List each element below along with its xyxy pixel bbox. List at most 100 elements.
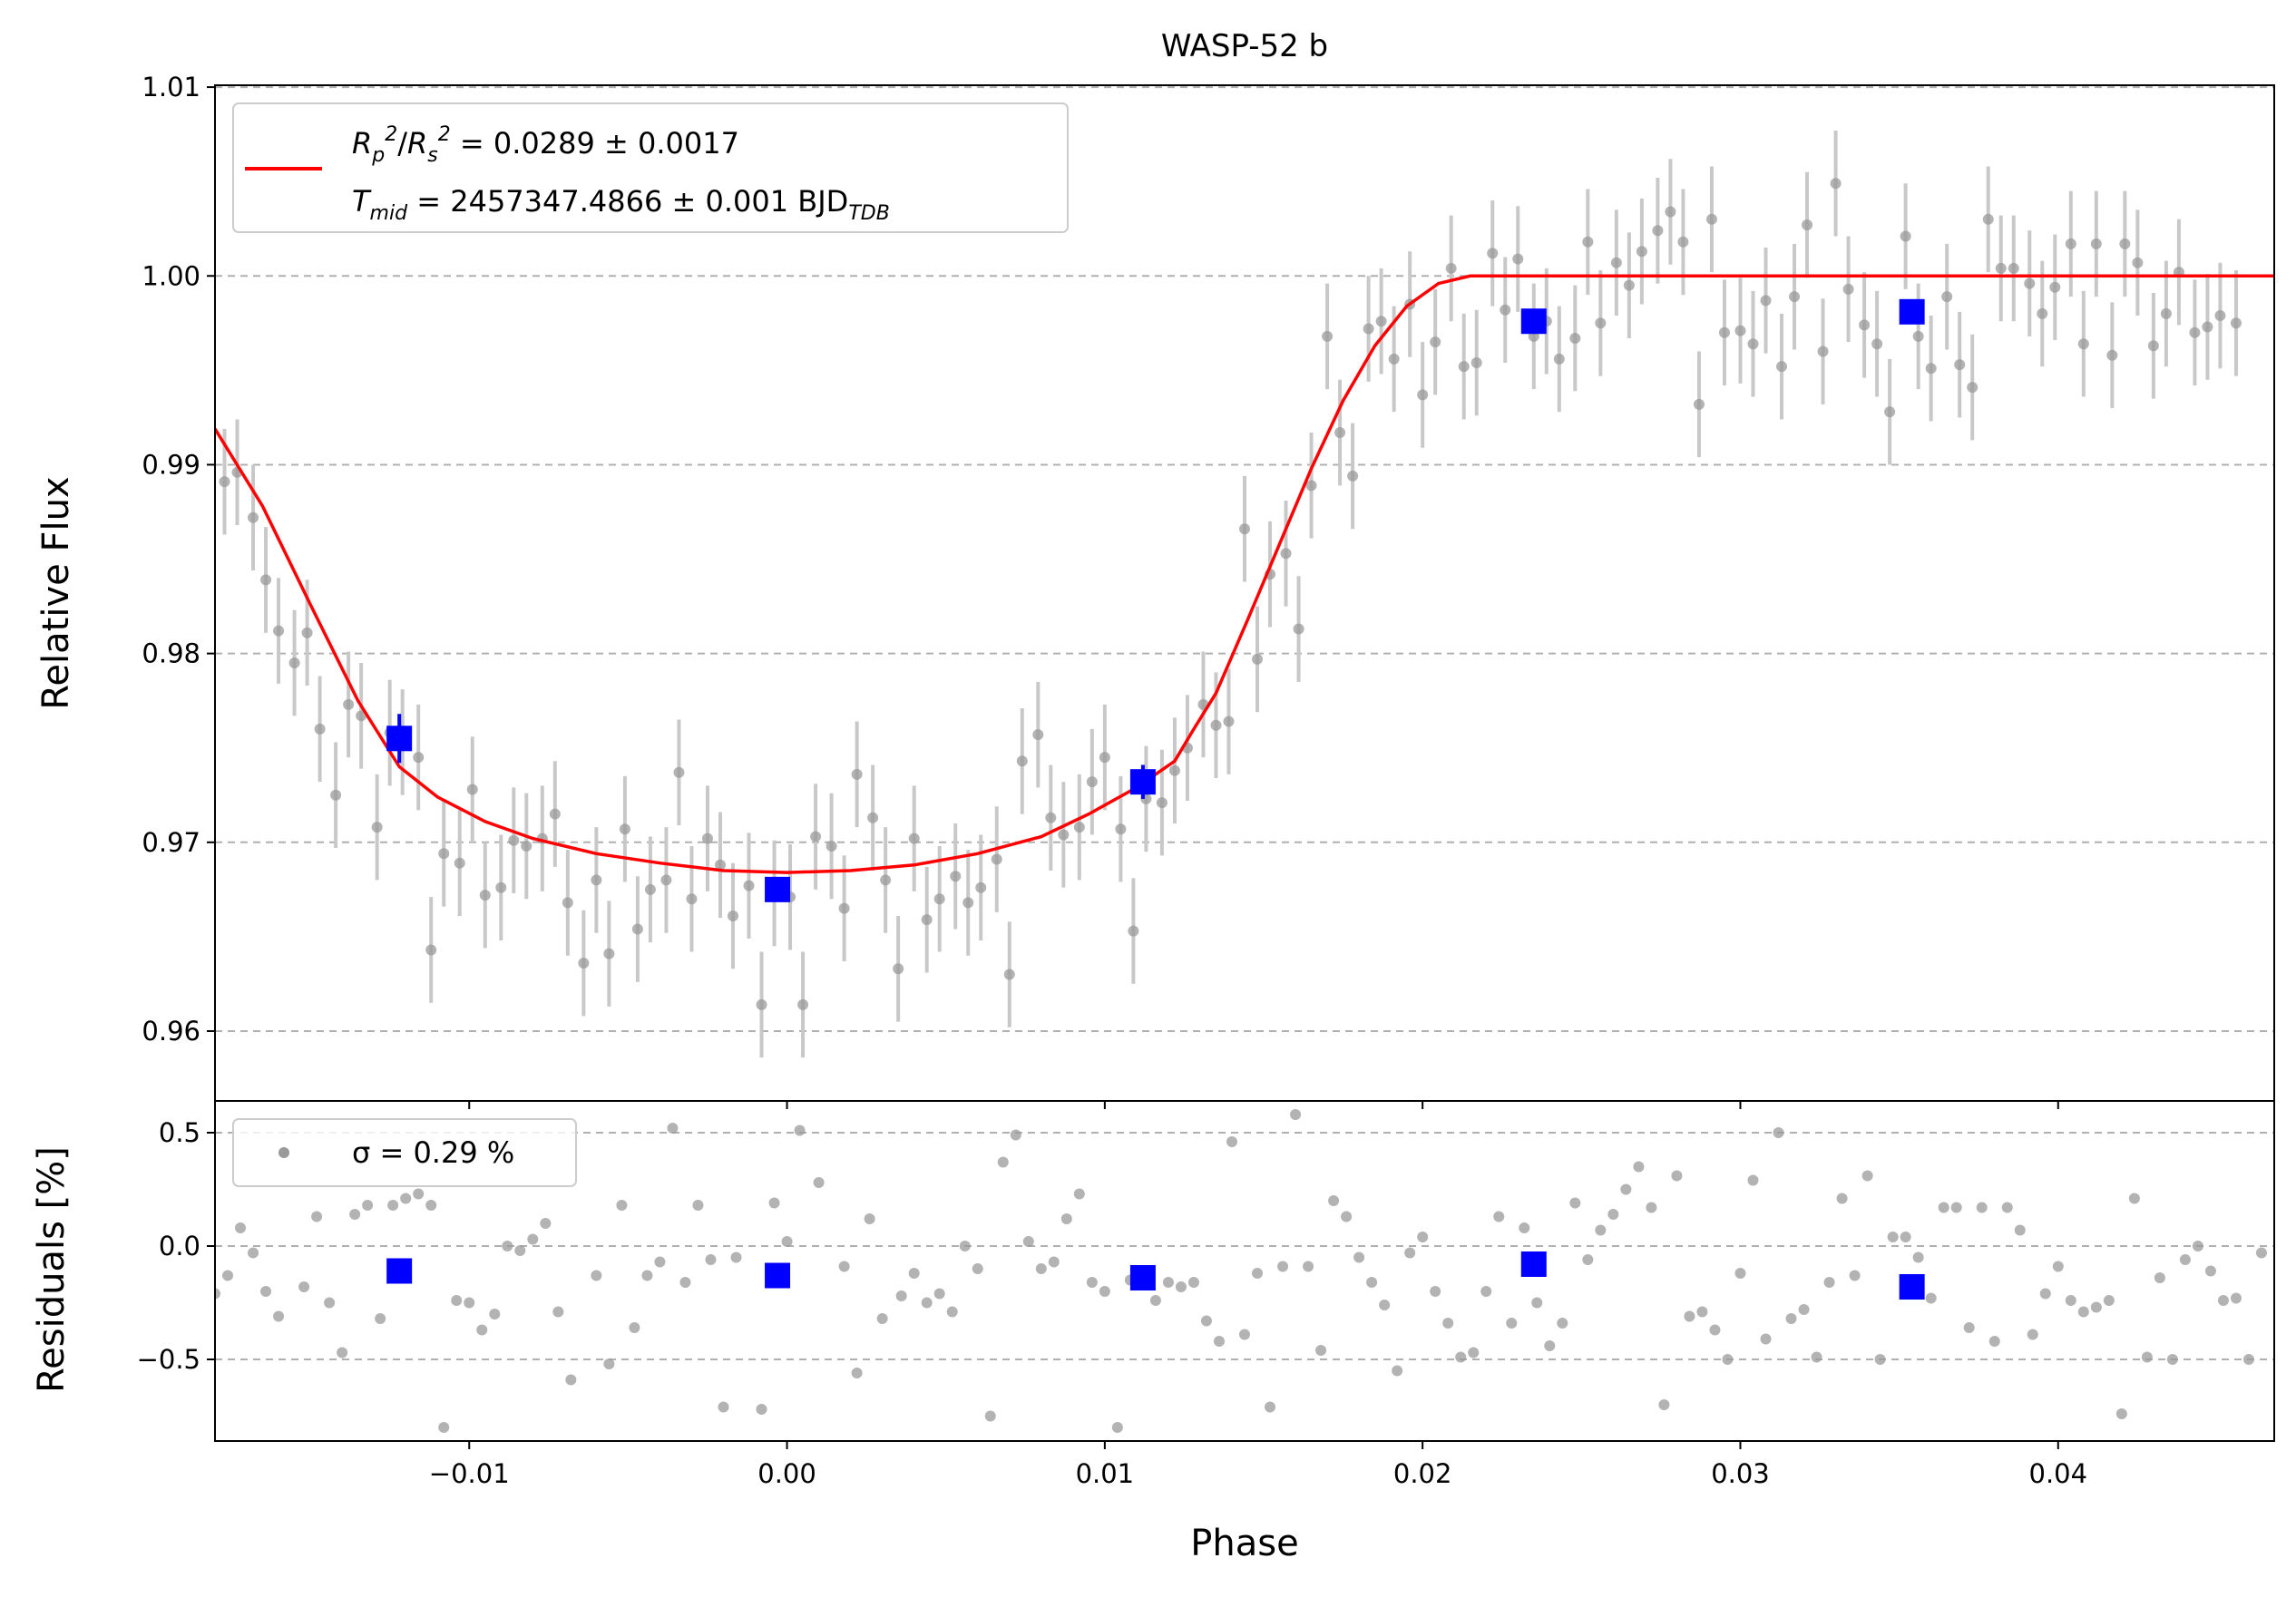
residual-data-point <box>629 1322 640 1333</box>
flux-data-point <box>260 574 272 586</box>
flux-data-point <box>660 874 672 886</box>
residual-data-point <box>1035 1263 1047 1274</box>
transit-model-line <box>215 274 2274 874</box>
residual-data-point <box>2179 1254 2191 1265</box>
residual-data-point <box>527 1233 539 1245</box>
flux-legend: Rp2​/Rs2​ = 0.0289 ± 0.0017 Tmid​ = 2457… <box>232 102 1069 233</box>
residual-data-point <box>1086 1277 1098 1288</box>
residual-data-point <box>984 1410 996 1422</box>
flux-data-point <box>1747 338 1759 350</box>
residual-data-point <box>215 1288 220 1300</box>
flux-data-point <box>562 897 573 909</box>
residual-data-point <box>2217 1295 2229 1306</box>
flux-data-point <box>1458 361 1470 373</box>
flux-data-point <box>479 890 491 901</box>
residual-data-point <box>1633 1161 1645 1173</box>
phase-x-tick-label: 0.00 <box>757 1458 816 1489</box>
flux-data-point <box>603 948 615 959</box>
flux-data-point <box>908 833 920 844</box>
residual-data-point <box>1099 1286 1110 1297</box>
flux-data-point <box>1817 346 1829 357</box>
residual-data-point <box>1200 1315 1212 1327</box>
flux-data-point <box>880 874 892 886</box>
residuals-y-axis-title: Residuals [%] <box>31 1146 73 1393</box>
residual-data-point <box>1823 1277 1835 1288</box>
flux-data-point <box>248 511 259 523</box>
flux-data-point <box>2049 281 2061 293</box>
flux-data-point <box>1016 755 1028 767</box>
flux-data-point <box>991 853 1002 865</box>
residual-data-point <box>1417 1232 1429 1242</box>
residual-data-point <box>1060 1213 1072 1224</box>
flux-data-point <box>1500 304 1511 316</box>
residual-data-point <box>959 1241 971 1251</box>
flux-data-point <box>1045 812 1057 823</box>
residual-data-point <box>1149 1295 1161 1306</box>
flux-data-point <box>466 784 478 795</box>
flux-data-point <box>1776 361 1788 373</box>
residual-data-point <box>1950 1202 1962 1213</box>
flux-grid <box>215 86 2274 1032</box>
residual-data-point <box>1912 1251 1924 1263</box>
flux-data-point <box>1512 253 1524 265</box>
flux-data-point <box>1363 323 1374 335</box>
flux-data-point <box>1995 262 2007 274</box>
residual-data-point <box>413 1188 425 1200</box>
flux-data-point <box>2160 307 2172 319</box>
residual-data-point <box>997 1156 1009 1168</box>
flux-data-point <box>851 768 863 780</box>
flux-data-point <box>1210 719 1222 731</box>
flux-data-point <box>1734 325 1746 336</box>
residual-data-point <box>616 1200 628 1211</box>
flux-y-ticks: 0.96 0.97 0.98 0.99 1.00 1.01 <box>142 72 2059 1109</box>
residual-data-point <box>2230 1292 2242 1304</box>
residual-data-point <box>1493 1211 1505 1222</box>
flux-data-point <box>1693 398 1705 410</box>
phase-x-tick-label: 0.02 <box>1393 1458 1452 1489</box>
residual-data-point <box>908 1268 920 1279</box>
flux-data-point <box>1705 213 1717 225</box>
flux-data-point <box>288 657 300 669</box>
flux-data-point <box>1802 219 1813 231</box>
flux-data-point <box>950 871 962 882</box>
flux-data-point <box>1760 295 1772 307</box>
flux-data-point <box>1239 523 1250 535</box>
residual-data-point <box>400 1193 412 1204</box>
residual-data-point <box>851 1368 863 1378</box>
flux-data-point <box>1859 319 1871 331</box>
flux-data-point <box>273 625 285 637</box>
residual-data-point <box>273 1310 285 1322</box>
residual-data-point <box>476 1324 488 1336</box>
residual-data-point <box>1696 1306 1708 1318</box>
flux-data-point <box>1293 623 1304 635</box>
residual-data-point <box>1785 1313 1797 1324</box>
residual-data-point <box>768 1197 780 1209</box>
flux-data-point <box>2024 278 2036 289</box>
flux-data-point <box>2147 340 2159 352</box>
flux-data-point <box>371 822 383 833</box>
binned-flux-point <box>1899 298 1925 325</box>
flux-data-point <box>1086 776 1098 788</box>
binned-flux-point <box>386 725 413 752</box>
residual-data-point <box>387 1200 399 1211</box>
flux-y-tick-label: 0.99 <box>142 449 200 480</box>
residuals-legend: σ = 0.29 % <box>232 1118 577 1187</box>
residual-data-point <box>2255 1247 2267 1259</box>
flux-data-point <box>893 963 904 975</box>
residual-data-point <box>1798 1304 1810 1315</box>
residual-data-point <box>641 1270 653 1281</box>
residual-data-point <box>1760 1333 1772 1345</box>
residual-data-point <box>1468 1347 1480 1358</box>
binned-residual-point <box>1129 1265 1156 1290</box>
residual-data-point <box>2115 1408 2127 1419</box>
flux-data-point <box>1553 353 1565 365</box>
residual-data-point <box>2103 1295 2115 1306</box>
binned-residual-point <box>1899 1274 1925 1300</box>
flux-data-point <box>1375 316 1387 327</box>
residual-data-point <box>1213 1336 1225 1347</box>
residual-data-point <box>1811 1351 1822 1363</box>
phase-x-tick-label: 0.04 <box>2029 1458 2088 1489</box>
flux-data-point <box>1636 246 1647 258</box>
flux-data-point <box>1582 236 1594 248</box>
